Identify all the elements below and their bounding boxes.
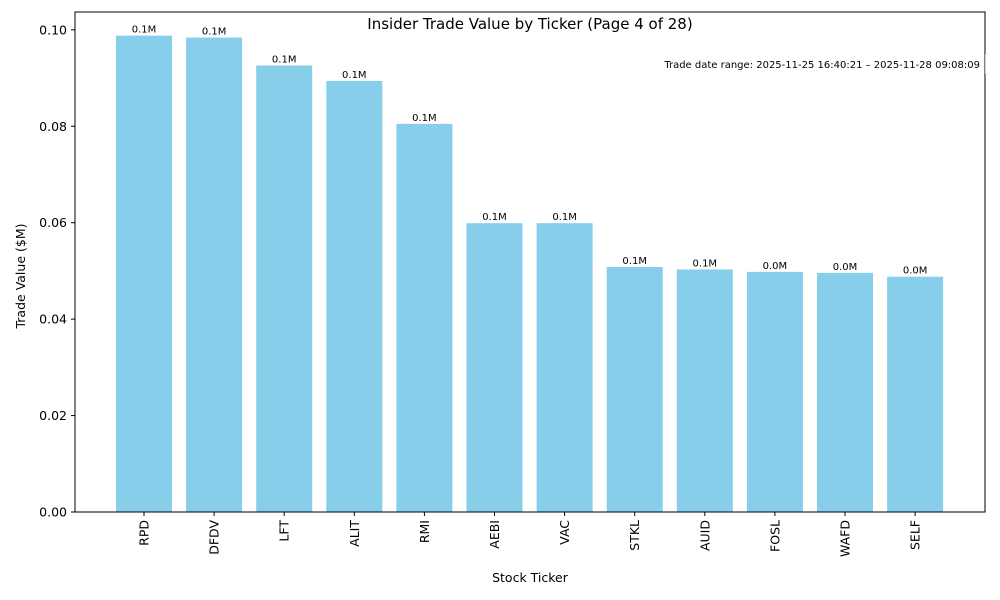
data-label-lft: 0.1M	[272, 55, 297, 66]
x-tick-label-lft: LFT	[277, 520, 292, 542]
data-labels-group: 0.1M 0.1M 0.1M 0.1M 0.1M 0.1M 0.1M 0.1M 0.1M 0.0M…	[132, 25, 928, 277]
x-tick-label-fosl: FOSL	[767, 520, 782, 552]
data-label-fosl: 0.0M	[763, 261, 788, 272]
chart-title: Insider Trade Value by Ticker (Page 4 of…	[367, 15, 692, 33]
x-tick-label-auid: AUID	[697, 520, 712, 551]
y-tick-label: 0.10	[39, 22, 67, 37]
bar-wafd	[817, 272, 873, 512]
bar-rpd	[116, 35, 172, 512]
data-label-self: 0.0M	[903, 266, 928, 277]
x-axis: RPD DFDV LFT ALIT RMI AEBI VAC STKL AUID FOSL WAFD…	[137, 512, 923, 557]
x-tick-label-rpd: RPD	[137, 520, 152, 546]
x-tick-label-dfdv: DFDV	[207, 520, 222, 555]
bar-vac	[536, 223, 593, 512]
bar-self	[887, 276, 944, 512]
bar-dfdv	[186, 37, 243, 513]
x-axis-label: Stock Ticker	[492, 570, 569, 585]
data-label-stkl: 0.1M	[622, 256, 647, 267]
bar-lft	[256, 65, 313, 513]
data-label-wafd: 0.0M	[833, 262, 858, 273]
bar-stkl	[606, 267, 663, 512]
date-range-annotation: Trade date range: 2025-11-25 16:40:21 – …	[663, 60, 980, 71]
x-tick-label-stkl: STKL	[627, 520, 642, 551]
x-tick-label-self: SELF	[908, 520, 923, 550]
y-tick-label: 0.08	[39, 119, 67, 134]
data-label-vac: 0.1M	[552, 212, 577, 223]
y-tick-label: 0.04	[39, 312, 67, 327]
bars-group	[116, 35, 944, 513]
y-tick-label: 0.02	[39, 408, 67, 423]
bar-fosl	[746, 271, 803, 512]
x-tick-label-vac: VAC	[557, 520, 572, 545]
data-label-aebi: 0.1M	[482, 212, 507, 223]
bar-aebi	[466, 223, 523, 512]
data-label-dfdv: 0.1M	[202, 27, 227, 38]
y-tick-label: 0.06	[39, 215, 67, 230]
data-label-rmi: 0.1M	[412, 113, 437, 124]
plot-frame	[74, 11, 986, 513]
y-tick-label: 0.00	[39, 505, 67, 520]
data-label-rpd: 0.1M	[132, 25, 157, 36]
bar-rmi	[396, 123, 453, 513]
x-tick-label-rmi: RMI	[417, 520, 432, 543]
bar-auid	[676, 269, 733, 512]
bar-alit	[326, 80, 383, 512]
data-label-auid: 0.1M	[693, 258, 718, 269]
x-tick-label-aebi: AEBI	[487, 520, 502, 549]
x-tick-label-alit: ALIT	[347, 520, 362, 547]
x-tick-label-wafd: WAFD	[838, 520, 853, 557]
data-label-alit: 0.1M	[342, 70, 367, 81]
y-axis: 0.00 0.02 0.04 0.06 0.08 0.10	[39, 22, 75, 520]
y-axis-label: Trade Value ($M)	[13, 224, 28, 330]
